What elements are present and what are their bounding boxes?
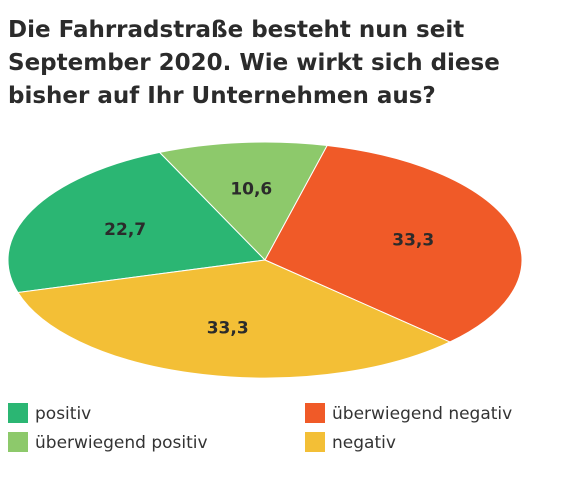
legend-swatch (8, 432, 28, 452)
legend-swatch (305, 432, 325, 452)
legend-swatch (305, 403, 325, 423)
pie-slice (17, 259, 452, 379)
data-label: 33,3 (392, 230, 434, 250)
data-label: 22,7 (104, 220, 146, 240)
data-label: 10,6 (230, 179, 272, 199)
legend-label: positiv (35, 404, 91, 424)
chart-title: Die Fahrradstraße besteht nun seit Septe… (8, 17, 500, 109)
pie-slice (158, 141, 328, 261)
data-label: 33,3 (207, 319, 249, 339)
legend-label: überwiegend negativ (332, 404, 512, 424)
legend-label: negativ (332, 433, 396, 453)
pie-slice (264, 144, 523, 343)
legend-label: überwiegend positiv (35, 433, 208, 453)
legend-swatch (8, 403, 28, 423)
pie-slice (7, 151, 267, 294)
